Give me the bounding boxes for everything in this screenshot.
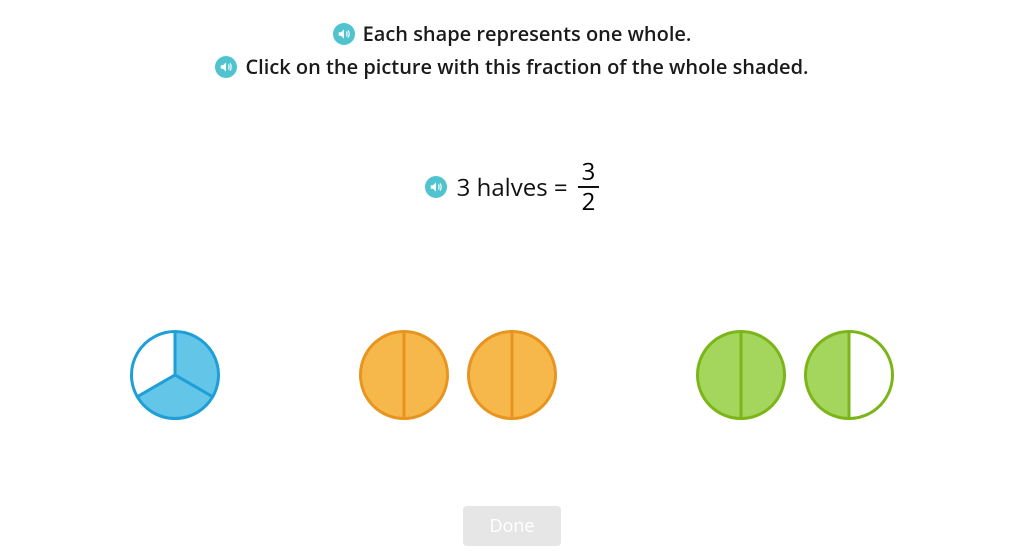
instruction-line-2: Click on the picture with this fraction … bbox=[245, 53, 808, 80]
instructions-block: Each shape represents one whole. Click o… bbox=[0, 20, 1024, 86]
fraction-denominator: 2 bbox=[578, 188, 600, 214]
option-a[interactable] bbox=[130, 330, 220, 420]
fraction-display: 3 2 bbox=[578, 160, 600, 214]
speaker-icon[interactable] bbox=[425, 176, 447, 198]
fraction-numerator: 3 bbox=[578, 160, 600, 186]
speaker-icon[interactable] bbox=[333, 23, 355, 45]
instruction-line-1: Each shape represents one whole. bbox=[363, 20, 692, 47]
answer-options bbox=[0, 330, 1024, 420]
fraction-prompt: 3 halves = 3 2 bbox=[0, 160, 1024, 214]
speaker-icon[interactable] bbox=[215, 56, 237, 78]
option-b[interactable] bbox=[359, 330, 557, 420]
option-c[interactable] bbox=[696, 330, 894, 420]
done-button[interactable]: Done bbox=[463, 506, 560, 546]
fraction-words: 3 halves = bbox=[457, 171, 568, 204]
